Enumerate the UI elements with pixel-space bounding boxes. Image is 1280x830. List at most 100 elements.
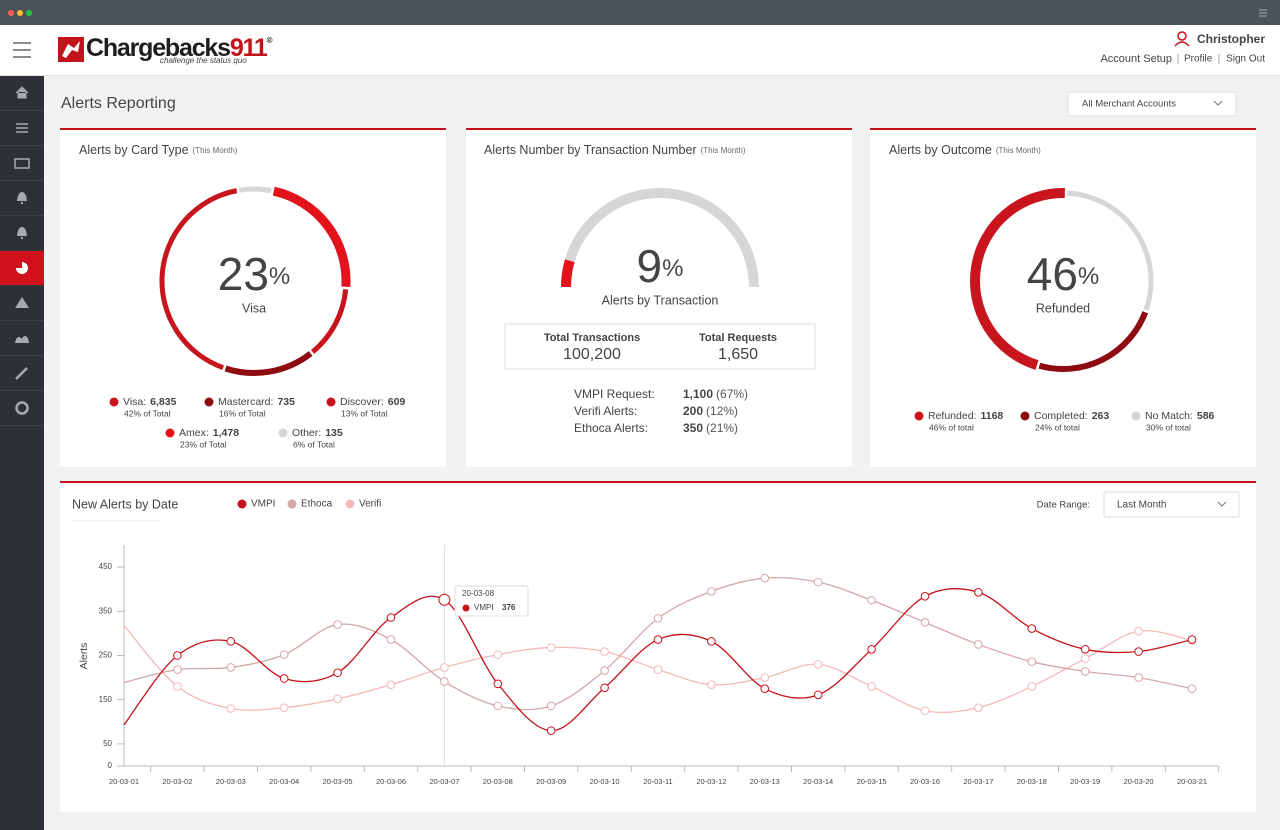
point	[1027, 657, 1037, 666]
account-setup-link[interactable]: Account Setup	[1100, 53, 1172, 65]
tooltip-box	[454, 585, 529, 617]
donut-segment	[238, 186, 272, 194]
sidebar-item[interactable]	[0, 111, 44, 146]
breakdown-label: Ethoca Alerts:	[574, 421, 648, 435]
tooltip-series: VMPI	[474, 603, 494, 612]
card-title: Alerts Number by Transaction Number (This…	[484, 143, 746, 157]
sidebar-item[interactable]	[0, 251, 44, 286]
legend-entry: Completed: 263	[1034, 410, 1109, 422]
legend-entry: No Match: 586	[1145, 410, 1215, 422]
point	[226, 637, 236, 646]
sidebar-item[interactable]	[0, 321, 44, 356]
sidebar-menu	[0, 76, 44, 426]
icon-bell	[17, 227, 27, 239]
sidebar-item[interactable]	[0, 391, 44, 426]
total-label: Total Requests	[699, 332, 777, 344]
x-tick-label: 20-03-10	[590, 777, 620, 786]
x-tick-label: 20-03-02	[162, 777, 192, 786]
legend-entry: Visa: 6,835	[123, 396, 177, 408]
breakdown-value: 1,100 (67%)	[683, 387, 748, 401]
legend-label: Refunded:	[928, 410, 976, 422]
sidebar-item[interactable]	[0, 216, 44, 251]
legend-dot	[278, 428, 288, 438]
sidebar-item[interactable]	[0, 356, 44, 391]
y-tick-label: 0	[108, 761, 113, 770]
icon-pie	[16, 262, 28, 274]
sidebar-item[interactable]	[0, 181, 44, 216]
date-range-select[interactable]	[1103, 491, 1240, 518]
sign-out-link[interactable]: Sign Out	[1226, 54, 1265, 65]
hamburger-menu[interactable]	[13, 42, 31, 58]
merchant-select-value: All Merchant Accounts	[1082, 99, 1176, 110]
sidebar-item-bg	[0, 146, 44, 180]
legend-label: No Match:	[1145, 410, 1193, 422]
legend-label: Other:	[292, 427, 321, 439]
point	[600, 647, 609, 656]
point	[546, 643, 556, 652]
title: Alerts by Card Type	[79, 143, 189, 157]
point	[1134, 647, 1143, 656]
y-tick-label: 350	[99, 606, 113, 615]
x-tick-label: 20-03-16	[910, 777, 940, 786]
point	[386, 635, 396, 644]
merchant-select[interactable]	[1067, 91, 1237, 117]
point	[760, 673, 770, 682]
point	[279, 650, 289, 659]
x-tick-label: 20-03-20	[1124, 777, 1154, 786]
period: (This Month)	[193, 146, 238, 155]
logo-text: Chargebacks911®	[86, 34, 273, 62]
user-name[interactable]: Christopher	[1197, 32, 1265, 46]
legend-value: 586	[1197, 410, 1215, 422]
logo[interactable]: Chargebacks911® challenge the status quo	[58, 34, 274, 66]
x-tick-label: 20-03-13	[750, 777, 780, 786]
legend-dot	[1131, 411, 1141, 421]
card-title: Alerts by Card Type (This Month)	[79, 143, 238, 157]
legend-share: 42% of Total	[124, 408, 171, 418]
window-close[interactable]	[8, 10, 14, 16]
point	[813, 577, 823, 587]
point	[1187, 684, 1197, 693]
dropdown-chevron	[1213, 100, 1223, 106]
point	[867, 645, 876, 654]
window-zoom[interactable]	[26, 10, 32, 16]
card-accent	[60, 481, 1256, 483]
donut-segment	[159, 188, 238, 371]
profile-link[interactable]: Profile	[1184, 54, 1213, 65]
center-value: 23%	[218, 248, 291, 300]
legend-dot	[914, 411, 924, 421]
legend-share: 16% of Total	[219, 408, 266, 418]
point	[1027, 624, 1037, 633]
window-menu[interactable]	[1259, 9, 1267, 17]
point	[813, 660, 823, 669]
point	[1134, 626, 1143, 636]
legend-label: Amex:	[179, 427, 209, 439]
legend-value: 6,835	[150, 396, 176, 408]
card-title: New Alerts by Date	[72, 497, 178, 511]
point	[333, 668, 342, 678]
dropdown-chevron	[1217, 501, 1227, 507]
x-tick-label: 20-03-05	[323, 777, 353, 786]
point	[546, 701, 556, 711]
y-tick-label: 150	[99, 695, 113, 704]
sidebar-item[interactable]	[0, 286, 44, 321]
title: Alerts Number by Transaction Number	[484, 143, 697, 157]
sidebar-item[interactable]	[0, 146, 44, 181]
point	[1080, 645, 1090, 654]
center-label: Visa	[242, 301, 266, 315]
series-line	[123, 588, 1193, 732]
window-minimize[interactable]	[17, 10, 23, 16]
legend-label: Verifi	[359, 499, 381, 510]
icon-sliders	[16, 123, 28, 133]
point	[173, 665, 182, 674]
x-tick-label: 20-03-11	[643, 777, 672, 786]
legend-dot	[287, 499, 297, 509]
legend-value: 735	[277, 396, 295, 408]
series-line	[123, 576, 1193, 711]
sidebar-item[interactable]	[0, 76, 44, 111]
point	[493, 679, 503, 689]
center-value: 46%	[1027, 248, 1100, 300]
legend-entry: Mastercard: 735	[218, 396, 295, 408]
sidebar-item-bg	[0, 391, 44, 425]
point	[279, 703, 289, 712]
